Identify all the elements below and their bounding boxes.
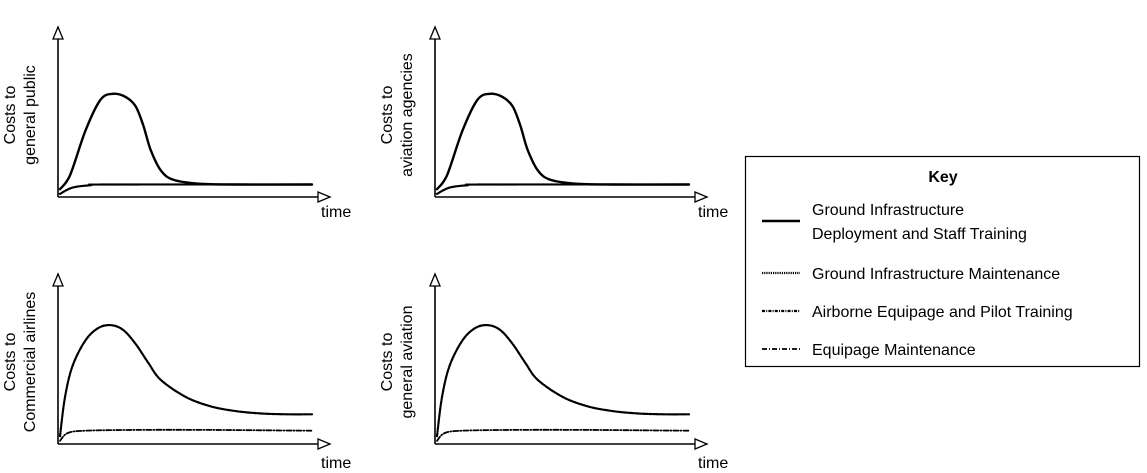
series-line-equip — [436, 428, 690, 442]
y-axis-arrow-icon — [429, 25, 441, 40]
y-axis-title: Commercial airlines — [22, 292, 39, 432]
series-line-airborne — [435, 323, 691, 438]
y-axis-title: aviation agencies — [399, 53, 416, 177]
y-axis-title: Costs to — [379, 86, 396, 145]
legend-title: Key — [928, 169, 957, 186]
legend-label: Ground Infrastructure Maintenance — [812, 266, 1060, 283]
y-axis-title: Costs to — [2, 333, 19, 392]
series-line-maint — [58, 183, 314, 195]
x-axis-title: time — [321, 204, 351, 221]
legend-label: Ground Infrastructure — [812, 202, 964, 219]
series-line-deploy — [58, 92, 314, 191]
x-axis-arrow-icon — [317, 438, 332, 450]
x-axis-title: time — [321, 455, 351, 472]
y-axis-arrow-icon — [52, 272, 64, 287]
x-axis-title: time — [698, 455, 728, 472]
chart-panel: Costs to Commercial airlines time — [2, 272, 351, 472]
y-axis-title: Costs to — [379, 333, 396, 392]
y-axis-arrow-icon — [429, 272, 441, 287]
y-axis-title: general public — [22, 65, 39, 165]
x-axis-arrow-icon — [694, 438, 709, 450]
legend-label: Equipage Maintenance — [812, 342, 976, 359]
y-axis-arrow-icon — [52, 25, 64, 40]
chart-panel: Costs to aviation agencies time — [379, 25, 728, 221]
x-axis-title: time — [698, 204, 728, 221]
x-axis-arrow-icon — [694, 191, 709, 203]
series-line-maint — [435, 183, 691, 195]
y-axis-title: Costs to — [2, 86, 19, 145]
series-line-equip — [59, 428, 313, 442]
legend: Key Ground Infrastructure Deployment and S… — [744, 155, 1141, 368]
chart-panel: Costs to general aviation time — [379, 272, 728, 472]
chart-panel: Costs to general public time — [2, 25, 351, 221]
series-line-deploy — [435, 92, 691, 191]
series-line-airborne — [58, 323, 314, 438]
x-axis-arrow-icon — [317, 191, 332, 203]
y-axis-title: general aviation — [399, 306, 416, 419]
legend-box — [744, 155, 1141, 368]
legend-label: Airborne Equipage and Pilot Training — [812, 304, 1073, 321]
legend-label: Deployment and Staff Training — [812, 226, 1027, 243]
